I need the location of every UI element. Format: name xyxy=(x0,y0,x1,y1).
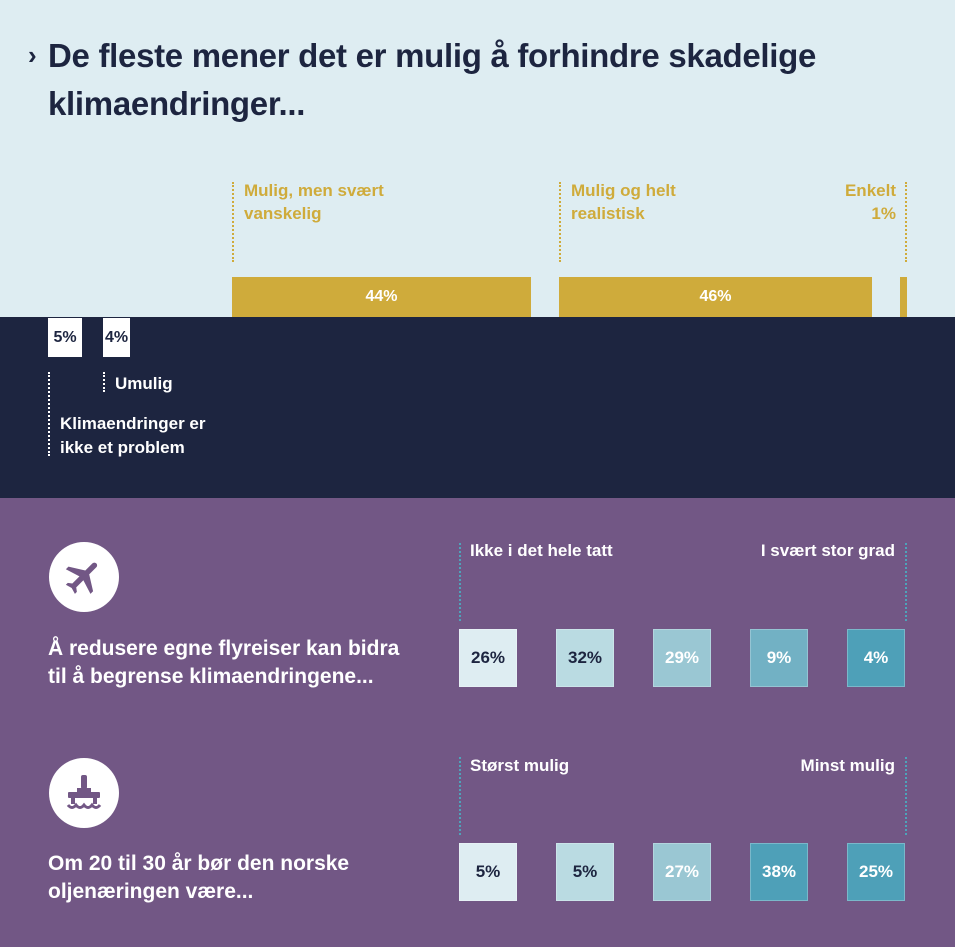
scale-value-box: 9% xyxy=(750,629,808,687)
label-line: realistisk xyxy=(571,204,645,223)
label-leader-line xyxy=(905,182,907,262)
top-chart-section xyxy=(0,0,955,317)
scale-leader-line xyxy=(459,757,461,835)
label-leader-line xyxy=(103,372,105,392)
label-leader-line xyxy=(48,372,50,456)
airplane-icon xyxy=(49,542,119,612)
label-leader-line xyxy=(559,182,561,262)
question-line: oljenæringen være... xyxy=(48,880,254,903)
scale-value-box: 27% xyxy=(653,843,711,901)
bar-enkelt xyxy=(900,277,907,317)
question-line: Om 20 til 30 år bør den norske xyxy=(48,852,350,875)
label-ikke-problem: Klimaendringer er ikke et problem xyxy=(60,412,206,460)
question-line: til å begrense klimaendringene... xyxy=(48,665,374,688)
bar-realistisk: 46% xyxy=(559,277,872,317)
scale-value-box: 32% xyxy=(556,629,614,687)
scale-value-box: 5% xyxy=(459,843,517,901)
oil-platform-icon xyxy=(49,758,119,828)
scale-right-label: I svært stor grad xyxy=(760,541,895,560)
negative-answers-section xyxy=(0,317,955,498)
scale-leader-line xyxy=(905,543,907,621)
label-line: Mulig og helt xyxy=(571,181,676,200)
label-line: ikke et problem xyxy=(60,438,185,457)
question-oil: Om 20 til 30 år bør den norske oljenærin… xyxy=(48,850,448,906)
bar-vanskelig: 44% xyxy=(232,277,531,317)
page-title: De fleste mener det er mulig å forhindre… xyxy=(48,37,817,122)
scale-right-label: Minst mulig xyxy=(800,756,895,775)
scale-value-box: 5% xyxy=(556,843,614,901)
scale-value-box: 29% xyxy=(653,629,711,687)
label-enkelt: Enkelt 1% xyxy=(845,179,896,225)
label-line: 1% xyxy=(871,204,896,223)
label-vanskelig: Mulig, men svært vanskelig xyxy=(244,179,384,225)
question-line: Å redusere egne flyreiser kan bidra xyxy=(48,637,400,660)
value-ikke-problem: 5% xyxy=(48,318,82,357)
scale-left-label: Størst mulig xyxy=(470,756,570,775)
value-umulig: 4% xyxy=(103,318,130,357)
label-line: Mulig, men svært xyxy=(244,181,384,200)
scale-leader-line xyxy=(905,757,907,835)
scale-value-box: 4% xyxy=(847,629,905,687)
question-flights: Å redusere egne flyreiser kan bidra til … xyxy=(48,635,448,691)
scale-leader-line xyxy=(459,543,461,621)
label-realistisk: Mulig og helt realistisk xyxy=(571,179,676,225)
label-umulig: Umulig xyxy=(115,374,173,393)
chevron-right-icon: › xyxy=(28,40,37,70)
scale-left-label: Ikke i det hele tatt xyxy=(470,541,613,560)
label-line: vanskelig xyxy=(244,204,322,223)
label-line: Klimaendringer er xyxy=(60,414,206,433)
label-leader-line xyxy=(232,182,234,262)
scale-value-box: 38% xyxy=(750,843,808,901)
scale-value-box: 26% xyxy=(459,629,517,687)
label-line: Enkelt xyxy=(844,181,896,200)
scale-value-box: 25% xyxy=(847,843,905,901)
